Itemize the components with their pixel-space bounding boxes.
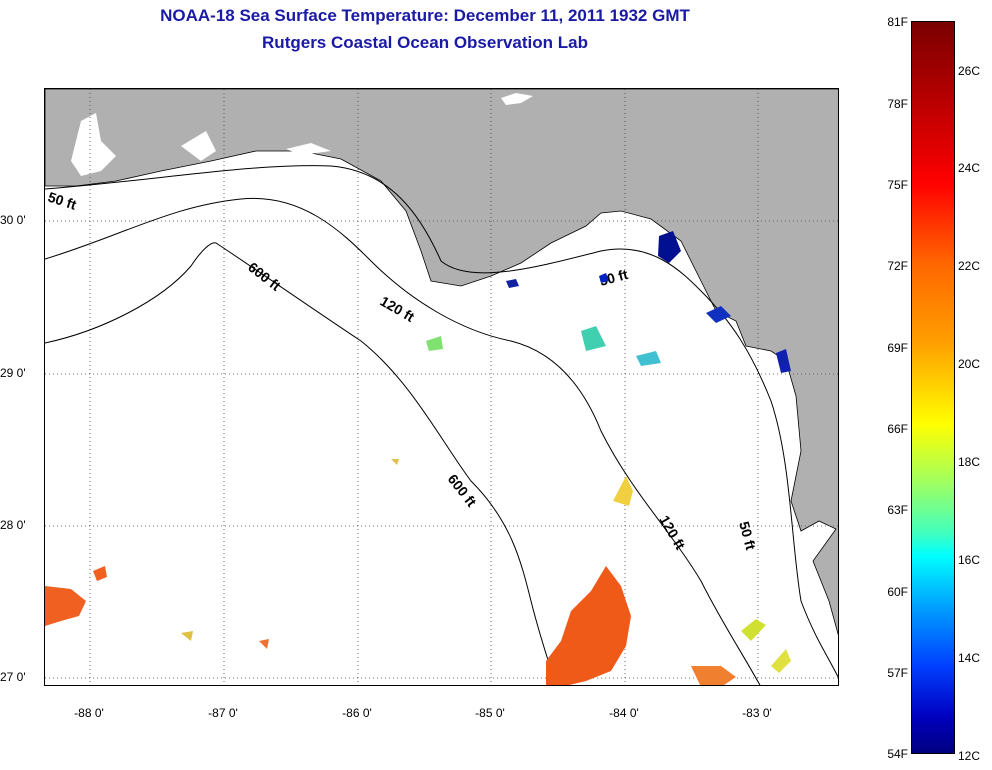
colorbar-label-81f: 81F [887, 15, 908, 29]
contour-120ft [45, 197, 761, 685]
colorbar-label-54f: 54F [887, 747, 908, 761]
sst-patch-cool [581, 326, 606, 351]
sst-patch-warm [45, 586, 86, 626]
lon-label-86: -86 0' [342, 706, 372, 720]
colorbar-label-14c: 14C [958, 651, 981, 665]
lon-label-88: -88 0' [74, 706, 104, 720]
sst-patch-mild [426, 336, 443, 351]
lat-label-30: 30 0' [0, 213, 26, 227]
map-canvas: 50 ft 50 ft 50 ft 120 ft 120 ft 600 ft 6… [45, 89, 838, 685]
contour-label-50ft-south: 50 ft [736, 520, 759, 552]
sst-patch-warm [259, 639, 269, 649]
sst-patch-cold [776, 349, 791, 373]
lat-label-27: 27 0' [0, 670, 26, 684]
sst-patch-cold [658, 231, 681, 263]
sst-patch-mild [741, 619, 766, 641]
lake-cutout [501, 93, 533, 105]
colorbar-label-78f: 78F [887, 97, 908, 111]
bay-cutout [181, 131, 216, 161]
lat-label-28: 28 0' [0, 518, 26, 532]
sst-patch-mild [613, 476, 633, 506]
sst-patch-warm [93, 566, 107, 581]
sst-patch-warm [546, 566, 631, 685]
graticule [45, 89, 838, 685]
map-frame: 50 ft 50 ft 50 ft 120 ft 120 ft 600 ft 6… [44, 88, 839, 686]
contour-label-120ft-north: 120 ft [378, 293, 418, 325]
colorbar-label-57f: 57F [887, 666, 908, 680]
contour-label-50ft-east: 50 ft [598, 266, 630, 289]
lon-label-87: -87 0' [208, 706, 238, 720]
lon-label-85: -85 0' [475, 706, 505, 720]
contour-label-50ft-west: 50 ft [46, 189, 79, 213]
colorbar-label-20c: 20C [958, 357, 981, 371]
colorbar-label-63f: 63F [887, 503, 908, 517]
colorbar-label-26c: 26C [958, 64, 981, 78]
colorbar-label-18c: 18C [958, 455, 981, 469]
sst-patch-cold [506, 279, 519, 288]
colorbar-label-72f: 72F [887, 259, 908, 273]
colorbar-label-60f: 60F [887, 585, 908, 599]
colorbar-label-66f: 66F [887, 422, 908, 436]
contour-label-600ft-south: 600 ft [445, 471, 480, 510]
colorbar-label-16c: 16C [958, 553, 981, 567]
map-subtitle: Rutgers Coastal Ocean Observation Lab [262, 33, 588, 52]
temperature-colorbar [911, 21, 955, 754]
sst-patch-mild [181, 631, 193, 641]
contour-600ft [45, 242, 556, 685]
lon-label-84: -84 0' [609, 706, 639, 720]
colorbar-label-75f: 75F [887, 178, 908, 192]
sst-patch-mild [771, 649, 791, 673]
sst-patch-warm [691, 666, 736, 685]
bay-cutout [71, 113, 116, 176]
colorbar-label-12c: 12C [958, 749, 981, 763]
sst-patches [45, 231, 791, 685]
sst-patch-cold [599, 273, 609, 283]
contour-50ft [45, 165, 838, 678]
map-title: NOAA-18 Sea Surface Temperature: Decembe… [160, 6, 690, 25]
colorbar-label-69f: 69F [887, 341, 908, 355]
land-mass [45, 89, 838, 636]
lat-label-29: 29 0' [0, 366, 26, 380]
bay-cutout [286, 143, 331, 155]
sst-patch-cold [706, 306, 731, 323]
colorbar-label-22c: 22C [958, 259, 981, 273]
colorbar-label-24c: 24C [958, 161, 981, 175]
sst-patch-mild [391, 459, 399, 465]
contour-label-600ft-north: 600 ft [245, 259, 284, 294]
lon-label-83: -83 0' [742, 706, 772, 720]
depth-contours [45, 165, 838, 685]
sst-patch-cool [636, 351, 661, 366]
contour-label-120ft-south: 120 ft [656, 513, 688, 553]
